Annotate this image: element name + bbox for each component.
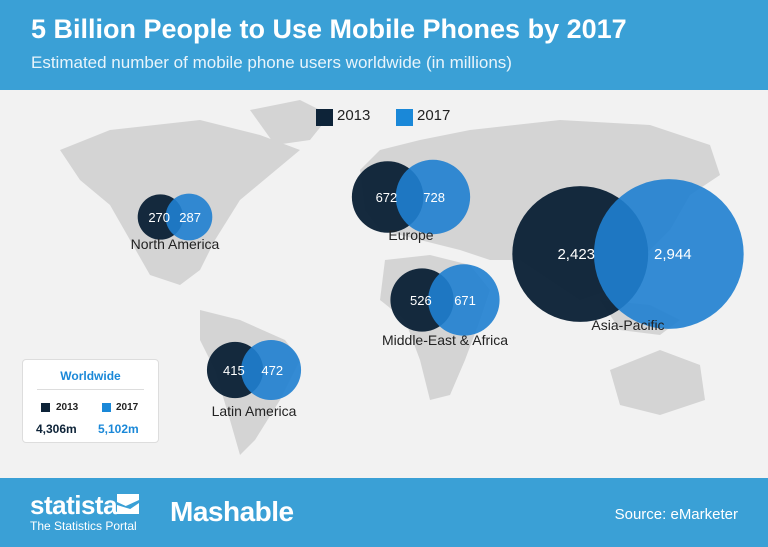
swatch-2017 xyxy=(102,403,111,412)
legend-label-2017: 2017 xyxy=(417,107,451,124)
bubble-value-label: 287 xyxy=(179,210,201,225)
swatch-2013 xyxy=(41,403,50,412)
bubble-2017 xyxy=(395,159,471,235)
bubble-2017 xyxy=(241,340,302,400)
page-title: 5 Billion People to Use Mobile Phones by… xyxy=(31,14,627,44)
region-label: Middle-East & Africa xyxy=(382,332,508,348)
statista-logo: statista xyxy=(30,490,118,520)
bubble-value-label: 472 xyxy=(261,363,283,378)
page-subtitle: Estimated number of mobile phone users w… xyxy=(31,53,512,72)
bubble-value-label: 526 xyxy=(410,293,432,308)
total-2017: 5,102m xyxy=(98,422,139,436)
statista-logo-mark xyxy=(117,494,139,514)
bubble-value-label: 672 xyxy=(376,190,398,205)
bubble-2017 xyxy=(593,179,744,329)
region-label: Asia-Pacific xyxy=(591,317,664,333)
bubble-value-label: 2,944 xyxy=(654,246,692,263)
bubble-value-label: 415 xyxy=(223,363,245,378)
total-2013: 4,306m xyxy=(36,422,77,436)
statista-tagline: The Statistics Portal xyxy=(30,519,137,533)
mashable-logo: Mashable xyxy=(170,496,294,527)
bubble-2017 xyxy=(165,193,213,241)
legend-swatch-2013 xyxy=(316,109,333,126)
header: 5 Billion People to Use Mobile Phones by… xyxy=(0,0,768,90)
legend-swatch-2017 xyxy=(396,109,413,126)
source-note: Source: eMarketer xyxy=(614,506,738,523)
bubble-map: 270 287 North America 672 728 Europe 526 671 Mid… xyxy=(60,100,744,455)
divider xyxy=(37,389,144,390)
region-label: Europe xyxy=(388,227,433,243)
worldwide-summary-card: Worldwide 2013 2017 4,306m 5,102m xyxy=(22,359,159,443)
worldwide-title: Worldwide xyxy=(60,369,121,383)
bubble-2017 xyxy=(428,264,500,336)
legend-label-2013: 2013 xyxy=(337,107,371,124)
region-label: Latin America xyxy=(212,403,297,419)
bubble-value-label: 671 xyxy=(454,293,476,308)
bubble-value-label: 2,423 xyxy=(557,246,595,263)
bubble-value-label: 728 xyxy=(423,190,445,205)
bubble-value-label: 270 xyxy=(148,210,170,225)
year-2017: 2017 xyxy=(116,402,139,413)
year-2013: 2013 xyxy=(56,402,79,413)
region-label: North America xyxy=(131,236,220,252)
footer: statista The Statistics Portal Mashable … xyxy=(0,478,768,547)
